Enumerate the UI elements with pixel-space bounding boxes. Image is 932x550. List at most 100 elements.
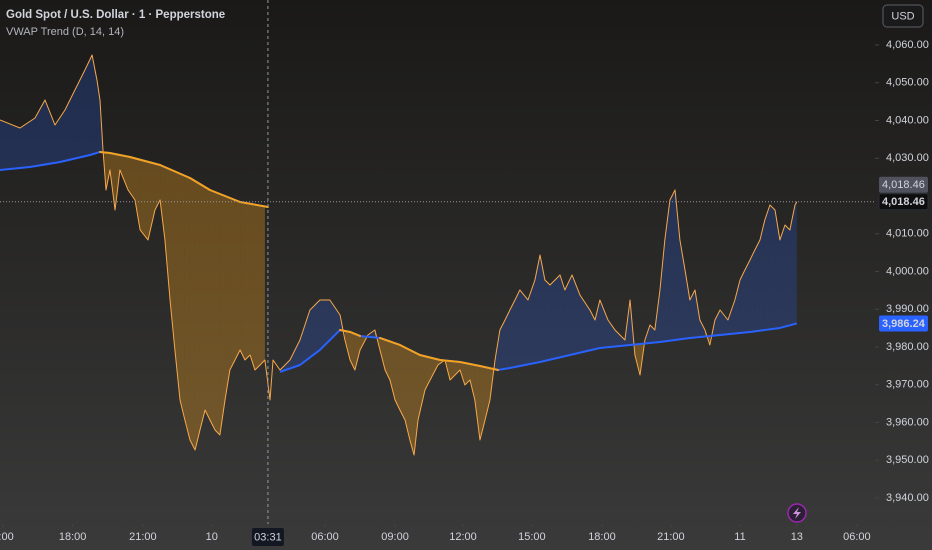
fill-area	[180, 173, 185, 421]
currency-label[interactable]: USD	[891, 10, 914, 22]
fill-area	[734, 279, 740, 334]
fill-area	[450, 360, 461, 380]
fill-area	[649, 324, 655, 344]
fill-area	[559, 274, 565, 358]
fill-area	[254, 204, 261, 370]
fill-area	[749, 249, 755, 332]
fill-area	[544, 279, 551, 361]
fill-area	[505, 309, 510, 369]
fill-area	[379, 337, 386, 370]
fill-area	[399, 344, 406, 421]
fill-area	[669, 189, 676, 341]
fill-area	[229, 197, 235, 370]
y-tick-label: 4,030.00	[886, 152, 929, 164]
fill-area	[607, 320, 615, 348]
fill-area	[694, 289, 700, 338]
vwap-below-segment	[378, 336, 401, 346]
x-tick-label: 10	[206, 531, 218, 543]
price-line	[0, 54, 798, 456]
price-label: 3,986.24	[882, 318, 926, 330]
fill-area	[19, 118, 36, 168]
fill-area	[764, 204, 770, 330]
x-tick-label: 18:00	[59, 531, 87, 543]
fill-area	[250, 203, 255, 370]
vwap-below-segment	[418, 353, 442, 361]
fill-area	[514, 289, 520, 367]
fill-area	[195, 181, 200, 450]
fill-area	[174, 171, 181, 400]
x-tick-label: 06:00	[843, 531, 871, 543]
fill-area	[595, 299, 600, 350]
fill-area	[64, 89, 75, 161]
chart-title: Gold Spot / U.S. Dollar · 1 · Pepperston…	[6, 9, 225, 21]
fill-area	[689, 289, 695, 338]
fill-area	[154, 163, 161, 211]
fill-area	[754, 239, 760, 332]
fill-area	[572, 274, 580, 355]
fill-area	[170, 169, 175, 350]
y-tick-label: 3,970.00	[886, 379, 929, 391]
fill-area	[727, 299, 735, 335]
fill-area	[35, 99, 46, 167]
fill-area	[240, 201, 245, 360]
fill-area	[354, 333, 361, 370]
vwap-below-segment	[128, 156, 162, 167]
y-tick-label: 3,940.00	[886, 492, 929, 504]
fill-area	[409, 349, 415, 455]
fill-area	[367, 329, 375, 338]
fill-area	[550, 274, 560, 360]
alert-icon-bolt	[793, 507, 801, 519]
fill-area	[769, 204, 776, 330]
fill-area	[469, 363, 475, 400]
indicator-label: VWAP Trend (D, 14, 14)	[6, 26, 124, 38]
fill-area	[350, 331, 355, 370]
fill-area	[794, 201, 797, 324]
x-tick-label: 21:00	[657, 531, 685, 543]
vwap-below-segment	[339, 328, 352, 333]
fill-area	[464, 362, 470, 386]
fill-area	[579, 294, 590, 353]
crosshair-x-box	[251, 528, 284, 546]
fill-area	[344, 330, 351, 360]
fill-area	[299, 309, 310, 365]
fill-area	[485, 367, 490, 421]
fill-area	[784, 224, 790, 327]
fill-area	[589, 309, 596, 351]
fill-area	[147, 161, 155, 240]
fill-area	[564, 274, 573, 357]
fill-area	[54, 110, 65, 163]
fill-area	[189, 177, 196, 450]
fill-area	[430, 357, 438, 380]
fill-area	[509, 299, 515, 368]
x-tick-label: 21:00	[129, 531, 157, 543]
y-tick-label: 4,060.00	[886, 39, 929, 51]
vwap-below-segment	[478, 364, 500, 371]
fill-area	[205, 187, 210, 421]
fill-area	[479, 365, 486, 440]
vwap-below-segment	[208, 188, 242, 203]
fill-area	[789, 204, 795, 326]
fill-area	[414, 352, 419, 455]
fill-area	[215, 192, 220, 435]
fill-area	[527, 279, 535, 365]
fill-area	[634, 343, 641, 376]
fill-area	[720, 309, 728, 335]
price-label-box	[879, 315, 928, 332]
fill-area	[614, 329, 625, 347]
fill-area	[74, 69, 85, 159]
x-tick-label: 12:00	[449, 531, 477, 543]
fill-area	[699, 320, 705, 337]
fill-area	[389, 341, 396, 400]
vwap-below-segment	[459, 360, 481, 367]
fill-area	[0, 120, 20, 170]
fill-area	[45, 99, 55, 165]
fill-area	[395, 343, 400, 410]
fill-area	[329, 299, 341, 341]
fill-area	[664, 199, 670, 342]
currency-button[interactable]	[882, 4, 924, 28]
crosshair-y-box	[879, 176, 928, 193]
y-tick-label: 3,980.00	[886, 341, 929, 353]
